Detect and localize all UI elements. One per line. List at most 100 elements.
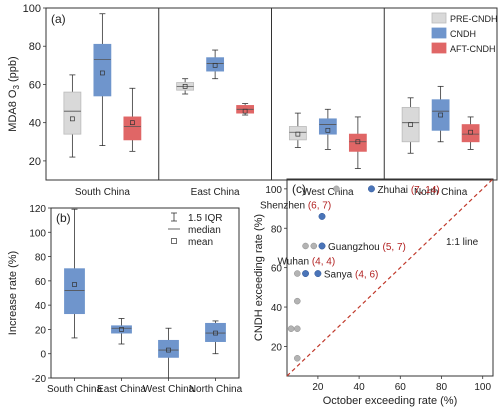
legend-label-median: median xyxy=(188,225,221,236)
y-axis-label: Increase rate (%) xyxy=(7,251,19,335)
x-tick-label: 20 xyxy=(312,382,324,393)
x-tick-label: West China xyxy=(143,384,195,395)
mean-marker xyxy=(166,347,171,353)
mean-marker xyxy=(438,112,443,118)
mean-marker xyxy=(325,127,331,133)
scatter-point-zhuhai xyxy=(368,185,375,193)
box-east-china xyxy=(111,318,132,345)
box-iqr xyxy=(461,124,480,143)
panel-c-scatter: 20 40 60 80 100 20 40 60 80 100 October exceeding … xyxy=(253,178,494,407)
box-iqr xyxy=(205,322,226,342)
box-north-china-aft-cndh xyxy=(461,116,480,150)
x-tick-label: 60 xyxy=(395,382,407,393)
mean-marker xyxy=(355,139,361,145)
city-label-sanya: Sanya (4, 6) xyxy=(324,270,378,281)
scatter-point xyxy=(310,242,318,250)
box-east-china-pre-cndh xyxy=(176,78,195,95)
box-east-china-cndh xyxy=(206,49,225,80)
region-label: East China xyxy=(191,187,240,198)
mean-marker xyxy=(72,282,77,287)
box-iqr xyxy=(348,133,367,152)
panel-label: (b) xyxy=(56,211,71,225)
box-west-china xyxy=(158,327,179,379)
x-tick-label: 80 xyxy=(436,382,448,393)
legend-label-1-5-iqr: 1.5 IQR xyxy=(188,213,222,224)
legend-mean-symbol xyxy=(171,238,177,244)
y-axis-label: CNDH exceeding rate (%) xyxy=(253,214,265,341)
box-west-china-cndh xyxy=(318,108,337,150)
y-tick-label: 40 xyxy=(271,303,283,314)
mean-marker xyxy=(242,108,248,114)
legend-swatch-pre-cndh xyxy=(431,12,447,24)
y-tick-label: 120 xyxy=(29,204,46,215)
y-axis-label: MDA8 O3 (ppb) xyxy=(7,56,21,131)
city-label-guangzhou: Guangzhou (5, 7) xyxy=(328,242,406,253)
scatter-point xyxy=(294,297,301,305)
one-to-one-line xyxy=(286,178,494,377)
box-iqr xyxy=(93,43,112,97)
legend-label-aft-cndh: AFT-CNDH xyxy=(450,44,496,54)
x-tick-label: 40 xyxy=(354,382,366,393)
panel-label: (c) xyxy=(292,182,306,196)
legend-swatch-cndh xyxy=(431,27,447,39)
scatter-point xyxy=(287,325,295,332)
box-iqr xyxy=(123,116,142,141)
scatter-point-sanya xyxy=(314,270,322,278)
region-label: South China xyxy=(75,187,130,198)
city-label-wuhan: Wuhan (4, 4) xyxy=(278,257,336,268)
y-tick-label: 80 xyxy=(29,41,41,53)
box-south-china xyxy=(64,208,85,339)
box-south-china-aft-cndh xyxy=(123,87,142,152)
plot-frame xyxy=(50,207,240,379)
y-tick-label: 80 xyxy=(271,224,283,235)
scatter-point-shenzhen xyxy=(318,212,326,220)
mean-marker xyxy=(212,62,218,68)
scatter-point-wuhan xyxy=(302,270,309,278)
y-tick-label: 100 xyxy=(23,3,41,15)
x-tick-label: South China xyxy=(47,384,102,395)
scatter-point xyxy=(294,355,301,362)
x-axis-label: October exceeding rate (%) xyxy=(323,395,458,407)
legend-label-cndh: CNDH xyxy=(450,29,476,39)
mean-marker xyxy=(295,131,301,137)
y-tick-label: 60 xyxy=(29,79,41,91)
one-to-one-line-label: 1:1 line xyxy=(446,237,479,248)
box-north-china-pre-cndh xyxy=(401,97,420,154)
city-label-zhuhai: Zhuhai (7, 14) xyxy=(377,185,439,196)
y-tick-label: 100 xyxy=(265,185,282,196)
panel-b-boxplot: -20 0 20 40 60 80 100 120 Increase rate (%) (b) So… xyxy=(7,204,243,395)
box-iqr xyxy=(431,99,450,131)
legend-label-mean: mean xyxy=(188,237,213,248)
scatter-point xyxy=(333,185,340,193)
mean-marker xyxy=(468,129,473,135)
mean-marker xyxy=(182,84,188,89)
box-south-china-pre-cndh xyxy=(63,74,82,158)
scatter-point xyxy=(302,242,309,250)
y-tick-label: 40 xyxy=(35,301,47,312)
mean-marker xyxy=(408,122,413,127)
box-iqr xyxy=(288,126,307,141)
y-tick-label: 40 xyxy=(29,118,41,130)
scatter-point xyxy=(294,325,301,332)
box-west-china-aft-cndh xyxy=(348,116,367,169)
y-tick-label: 80 xyxy=(35,253,47,264)
region-label: West China xyxy=(302,187,354,198)
mean-marker xyxy=(119,327,124,332)
scatter-point xyxy=(294,270,301,277)
city-label-shenzhen: Shenzhen (6, 7) xyxy=(260,200,331,211)
y-tick-label: 0 xyxy=(40,350,46,361)
x-tick-label: East China xyxy=(97,384,146,395)
box-iqr xyxy=(318,118,337,135)
box-iqr xyxy=(63,91,82,135)
legend-swatch-aft-cndh xyxy=(431,42,447,54)
x-tick-label: 100 xyxy=(474,382,491,393)
box-iqr xyxy=(158,339,179,358)
y-tick-label: 60 xyxy=(35,277,47,288)
plot-frame xyxy=(286,178,494,377)
mean-marker xyxy=(130,120,135,126)
mean-marker xyxy=(100,70,105,76)
y-tick-label: 20 xyxy=(29,156,41,168)
mean-marker xyxy=(213,330,218,336)
